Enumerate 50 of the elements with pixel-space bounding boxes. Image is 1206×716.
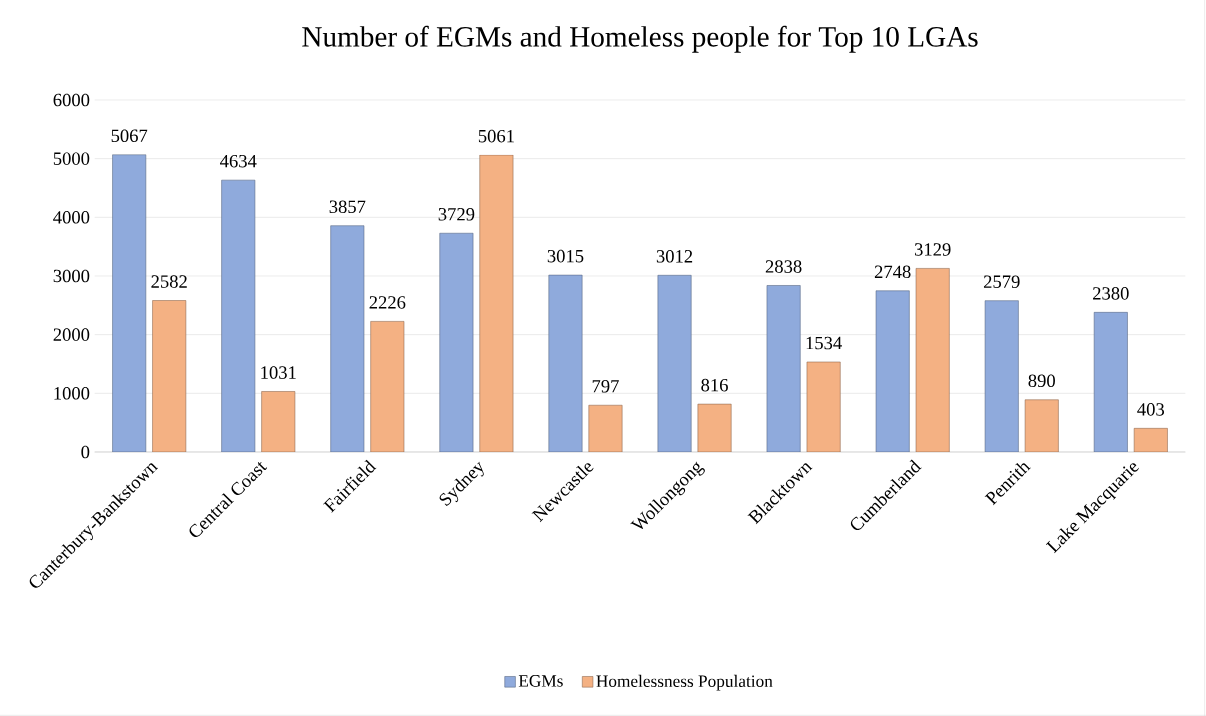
data-label: 3129: [914, 243, 951, 256]
y-tick-label: 6000: [53, 93, 90, 107]
bar: [588, 404, 623, 452]
data-label: 2579: [983, 275, 1020, 288]
data-label: 3857: [329, 200, 366, 214]
bar: [1093, 312, 1128, 452]
data-label: 2838: [765, 260, 802, 273]
y-tick-label: 4000: [53, 211, 90, 224]
bar: [766, 285, 801, 452]
data-label: 2226: [369, 296, 406, 309]
data-label: 4634: [220, 154, 257, 168]
data-label: 2582: [151, 275, 187, 288]
bar: [152, 300, 187, 452]
bar: [548, 274, 583, 452]
data-label: 403: [1137, 403, 1165, 416]
y-tick-label: 5000: [53, 152, 90, 165]
bar: [915, 268, 950, 452]
data-label: 3015: [547, 249, 584, 263]
legend-label: Homelessness Population: [596, 674, 773, 691]
data-label: 5061: [478, 129, 514, 143]
data-label: 3729: [438, 208, 475, 221]
bar: [330, 225, 365, 452]
bar: [1024, 399, 1059, 452]
bar: [221, 179, 256, 452]
data-label: 890: [1028, 374, 1055, 388]
data-label: 1534: [806, 336, 842, 350]
bar: [806, 361, 841, 452]
bar: [697, 403, 732, 452]
y-tick-label: 0: [81, 445, 90, 459]
bar: [1133, 428, 1168, 452]
data-label: 5067: [111, 129, 148, 143]
data-label: 3012: [656, 250, 693, 263]
bar: [439, 232, 474, 452]
bar: [112, 154, 147, 452]
bar: [261, 391, 296, 452]
chart-title: Number of EGMs and Homeless people for Top 10 LGAs: [302, 25, 978, 53]
bar: [984, 300, 1019, 452]
y-tick-label: 1000: [54, 387, 90, 400]
legend-label: EGMs: [518, 675, 563, 687]
bar: [657, 275, 692, 452]
data-label: 797: [592, 380, 619, 393]
bar: [875, 290, 910, 452]
data-label: 1031: [261, 366, 296, 379]
bar: [479, 154, 514, 452]
bar: [370, 321, 405, 452]
data-label: 2380: [1093, 287, 1129, 300]
y-tick-label: 3000: [53, 269, 90, 283]
data-label: 2748: [874, 265, 911, 279]
y-tick-label: 2000: [53, 328, 90, 341]
data-label: 816: [701, 378, 728, 392]
